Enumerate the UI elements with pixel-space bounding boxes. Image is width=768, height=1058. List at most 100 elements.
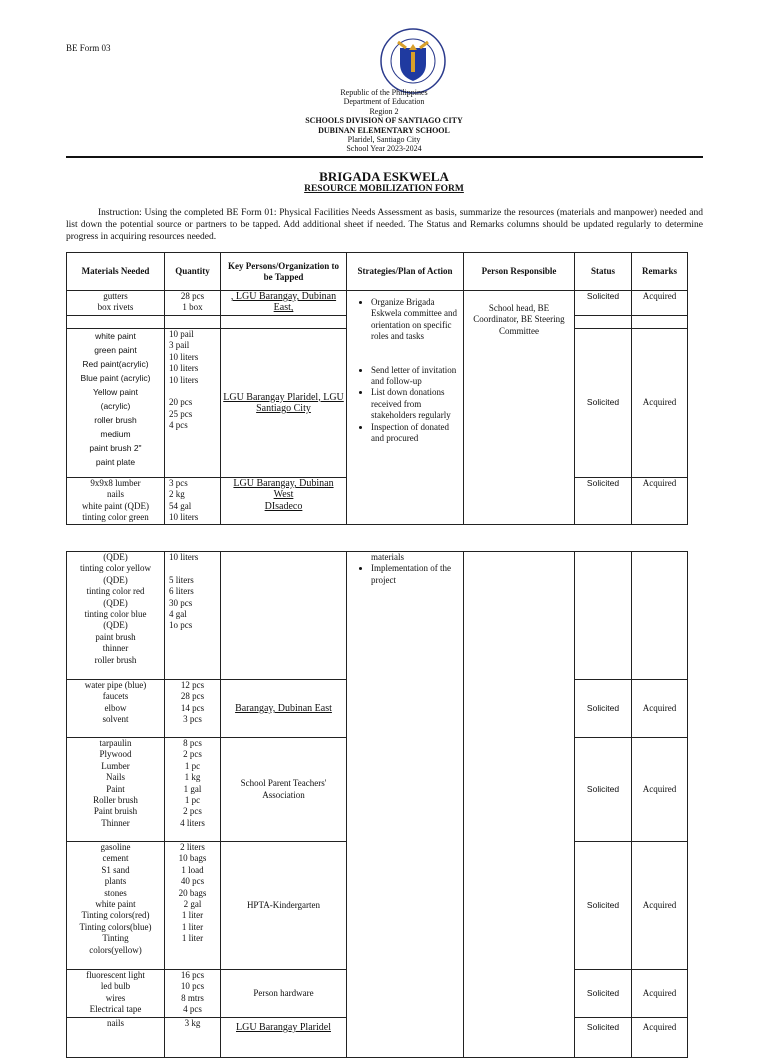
strategy-item: Implementation of the project: [371, 563, 461, 586]
cell-line: Thinner: [101, 817, 130, 828]
materials-cell: gasoline cement S1 sand plants stones white p…: [66, 841, 165, 970]
cell-line: (QDE): [103, 620, 128, 631]
cell-line: 8 mtrs: [181, 992, 204, 1003]
quantity-cell: 10 liters 5 liters 6 liters 30 pcs 4 gal 1o …: [164, 551, 221, 680]
status-cell: Solicited: [574, 841, 632, 970]
partner-cell: Person hardware: [220, 969, 347, 1018]
cell-line: Nails: [106, 772, 125, 783]
partner-cell: Barangay, Dubinan East: [220, 679, 347, 738]
cell-line: 3 kg: [184, 1018, 201, 1029]
cell-line: Tinting: [102, 933, 129, 944]
cell-line: 3 pcs: [169, 478, 188, 488]
col-header-materials: Materials Needed: [66, 252, 165, 291]
materials-cell: tarpaulin Plywood Lumber Nails Paint Roller b…: [66, 737, 165, 842]
status-cell: [574, 551, 632, 680]
materials-cell: fluorescent light led bulb wires Electrical…: [66, 969, 165, 1018]
quantity-cell: 28 pcs 1 box: [164, 290, 221, 316]
cell-line: 14 pcs: [180, 702, 205, 713]
cell-line: water pipe (blue): [84, 680, 147, 691]
cell-line: Red paint(acrylic): [82, 359, 149, 369]
remarks-cell: Acquired: [631, 841, 688, 970]
cell-line: stones: [104, 887, 127, 898]
cell-line: 20 pcs: [169, 397, 193, 408]
cell-line: (QDE): [103, 574, 128, 585]
cell-line: tinting color red: [86, 586, 145, 597]
cell-line: box rivets: [97, 302, 134, 313]
cell-line: (QDE): [103, 597, 128, 608]
cell-line: 6 liters: [169, 586, 194, 597]
empty-cell: [220, 315, 347, 329]
partner-name: LGU Barangay, Dubinan West: [233, 478, 334, 501]
cell-line: Tinting colors(blue): [79, 921, 152, 932]
cell-line: paint brush: [95, 631, 136, 642]
quantity-cell: 12 pcs 28 pcs 14 pcs 3 pcs: [164, 679, 221, 738]
cell-line: 10 pail: [169, 329, 194, 340]
partner-cell: [220, 551, 347, 680]
partner-cell: , LGU Barangay, Dubinan East,: [220, 290, 347, 316]
col-header-quantity: Quantity: [164, 252, 221, 291]
cell-line: 8 pcs: [183, 738, 202, 749]
cell-line: 1 liter: [181, 933, 204, 944]
cell-line: 30 pcs: [169, 597, 193, 608]
status-cell: Solicited: [574, 477, 632, 525]
quantity-cell: 10 pail 3 pail 10 liters 10 liters 10 liters…: [164, 328, 221, 478]
cell-line: 2 pcs: [183, 749, 202, 760]
strategy-item: Send letter of invitation and follow-up: [371, 365, 461, 388]
col-header-person: Person Responsible: [463, 252, 575, 291]
deped-seal-logo: [380, 28, 446, 94]
table-row: tarpaulin Plywood Lumber Nails Paint Roller b…: [66, 737, 688, 842]
status-cell: Solicited: [574, 679, 632, 738]
empty-cell: [66, 315, 165, 329]
materials-cell: white paint green paint Red paint(acrylic)…: [66, 328, 165, 478]
empty-cell: [631, 315, 688, 329]
cell-line: Paint: [106, 783, 125, 794]
cell-line: plants: [104, 876, 127, 887]
cell-line: tinting color yellow: [80, 563, 151, 574]
remarks-cell: Acquired: [631, 679, 688, 738]
strategies-cell: Organize Brigada Eskwela committee and o…: [346, 290, 464, 525]
cell-line: 10 liters: [169, 512, 199, 523]
cell-line: 28 pcs: [180, 291, 205, 302]
strategy-item: Organize Brigada Eskwela committee and o…: [371, 297, 461, 343]
person-responsible-cell: School head, BE Coordinator, BE Steering…: [463, 290, 575, 525]
cell-line: 2 liters: [180, 842, 205, 853]
strategy-item: materials: [371, 552, 404, 563]
cell-line: 9x9x8 lumber: [90, 478, 141, 488]
cell-line: green paint: [94, 345, 137, 355]
cell-line: led bulb: [100, 981, 131, 992]
page-title: BRIGADA ESKWELA: [319, 169, 449, 184]
cell-line: solvent: [102, 714, 129, 725]
cell-line: cement: [102, 853, 129, 864]
remarks-cell: Acquired: [631, 477, 688, 525]
cell-line: 2 gal: [183, 899, 202, 910]
cell-line: Paint bruish: [93, 806, 138, 817]
cell-line: 10 liters: [169, 552, 199, 563]
cell-line: tinting color green: [82, 512, 149, 523]
cell-line: white paint: [95, 331, 136, 341]
col-header-remarks: Remarks: [631, 252, 688, 291]
status-cell: Solicited: [574, 737, 632, 842]
cell-line: Yellow paint: [92, 387, 139, 397]
cell-line: 5 liters: [169, 574, 194, 585]
cell-line: [169, 563, 218, 574]
cell-line: tinting color blue: [84, 609, 147, 620]
letterhead: Republic of the Philippines Department o…: [0, 88, 768, 154]
strategies-cell-continued: materials Implementation of the project: [346, 551, 464, 1058]
header-region: Region 2: [369, 106, 399, 116]
cell-line: paint brush 2": [89, 443, 142, 453]
materials-cell: gutters box rivets: [66, 290, 165, 316]
cell-line: 12 pcs: [180, 680, 205, 691]
cell-line: Roller brush: [93, 795, 138, 806]
cell-line: 4 gal: [169, 609, 187, 620]
cell-line: white paint: [95, 899, 136, 910]
cell-line: 1 pc: [184, 795, 201, 806]
cell-line: 1 kg: [184, 772, 201, 783]
partner-cell: HPTA-Kindergarten: [220, 841, 347, 970]
empty-cell: [574, 315, 632, 329]
person-responsible-cell-continued: [463, 551, 575, 1058]
cell-line: nails: [107, 1018, 124, 1029]
form-number: BE Form 03: [66, 43, 111, 53]
cell-line: 10 liters: [169, 363, 199, 374]
cell-line: 10 bags: [178, 853, 207, 864]
cell-line: thinner: [102, 643, 129, 654]
